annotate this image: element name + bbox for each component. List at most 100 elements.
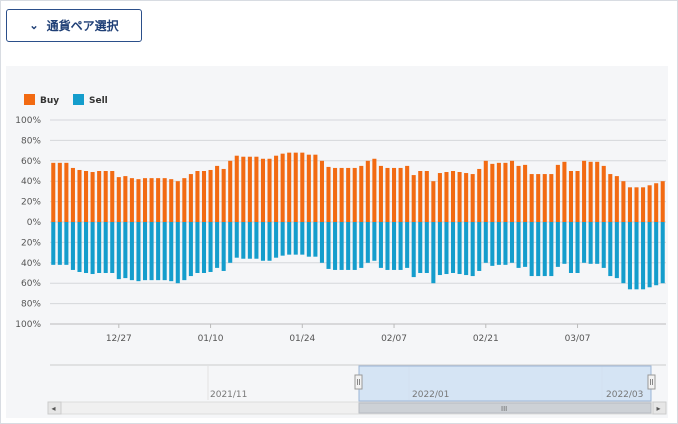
bar-sell[interactable]	[490, 222, 495, 266]
bar-sell[interactable]	[333, 222, 338, 270]
bar-buy[interactable]	[457, 172, 462, 222]
bar-sell[interactable]	[352, 222, 357, 270]
bar-buy[interactable]	[149, 178, 154, 222]
bar-sell[interactable]	[424, 222, 429, 273]
currency-pair-select-button[interactable]: ⌄ 通貨ペア選択	[6, 9, 142, 42]
bar-sell[interactable]	[116, 222, 121, 280]
bar-buy[interactable]	[221, 168, 226, 222]
bar-buy[interactable]	[156, 178, 161, 222]
bar-sell[interactable]	[392, 222, 397, 270]
bar-buy[interactable]	[346, 167, 351, 222]
bar-sell[interactable]	[359, 222, 364, 268]
bar-buy[interactable]	[103, 171, 108, 222]
bar-buy[interactable]	[614, 176, 619, 222]
bar-sell[interactable]	[477, 222, 482, 271]
bar-sell[interactable]	[372, 222, 377, 261]
navigator-handle-right[interactable]	[647, 374, 656, 390]
bar-buy[interactable]	[405, 165, 410, 222]
bar-sell[interactable]	[437, 222, 442, 276]
bar-sell[interactable]	[582, 222, 587, 263]
bar-sell[interactable]	[221, 222, 226, 271]
bar-sell[interactable]	[542, 222, 547, 277]
bar-buy[interactable]	[110, 171, 115, 222]
bar-sell[interactable]	[169, 222, 174, 282]
bar-sell[interactable]	[588, 222, 593, 264]
bar-buy[interactable]	[411, 175, 416, 222]
bar-buy[interactable]	[313, 154, 318, 222]
bar-buy[interactable]	[84, 171, 89, 222]
bar-buy[interactable]	[306, 154, 311, 222]
bar-sell[interactable]	[549, 222, 554, 277]
bar-sell[interactable]	[123, 222, 128, 279]
bar-buy[interactable]	[568, 171, 574, 222]
bar-buy[interactable]	[523, 164, 528, 222]
bar-sell[interactable]	[57, 222, 62, 265]
bar-sell[interactable]	[162, 222, 167, 281]
bar-sell[interactable]	[51, 222, 56, 265]
bar-buy[interactable]	[352, 167, 357, 222]
bar-buy[interactable]	[169, 179, 174, 222]
bar-buy[interactable]	[627, 187, 632, 222]
navigator-selection[interactable]	[358, 365, 652, 402]
bar-buy[interactable]	[641, 187, 646, 222]
bar-sell[interactable]	[660, 222, 665, 284]
bar-buy[interactable]	[215, 165, 220, 222]
bar-buy[interactable]	[398, 167, 403, 222]
bar-buy[interactable]	[267, 158, 272, 222]
bar-sell[interactable]	[444, 222, 449, 275]
bar-sell[interactable]	[201, 222, 207, 273]
bar-buy[interactable]	[319, 160, 324, 222]
bar-buy[interactable]	[509, 160, 515, 222]
bar-buy[interactable]	[182, 178, 187, 222]
bar-sell[interactable]	[64, 222, 69, 265]
bar-sell[interactable]	[365, 222, 370, 263]
bar-sell[interactable]	[378, 222, 383, 268]
bar-sell[interactable]	[464, 222, 469, 276]
bar-sell[interactable]	[457, 222, 462, 275]
bar-sell[interactable]	[647, 222, 652, 288]
bar-sell[interactable]	[129, 222, 134, 281]
bar-buy[interactable]	[582, 160, 587, 222]
bar-sell[interactable]	[313, 222, 318, 257]
bar-sell[interactable]	[601, 222, 606, 268]
bar-sell[interactable]	[241, 222, 246, 259]
bar-buy[interactable]	[529, 174, 534, 222]
bar-sell[interactable]	[614, 222, 619, 279]
bar-sell[interactable]	[254, 222, 259, 259]
bar-buy[interactable]	[437, 173, 442, 222]
bar-sell[interactable]	[90, 222, 95, 275]
bar-buy[interactable]	[608, 174, 613, 222]
bar-buy[interactable]	[503, 162, 508, 222]
bar-sell[interactable]	[287, 222, 292, 255]
bar-buy[interactable]	[333, 167, 338, 222]
bar-buy[interactable]	[162, 178, 167, 222]
scrollbar[interactable]: ◂ III ▸	[47, 401, 667, 415]
bar-buy[interactable]	[392, 167, 397, 222]
bar-sell[interactable]	[97, 222, 102, 273]
bar-buy[interactable]	[372, 158, 377, 222]
bar-buy[interactable]	[444, 172, 449, 222]
bar-buy[interactable]	[293, 152, 298, 222]
bar-sell[interactable]	[293, 222, 298, 255]
bar-sell[interactable]	[142, 222, 148, 281]
bar-sell[interactable]	[188, 222, 193, 277]
bar-buy[interactable]	[385, 167, 390, 222]
bar-sell[interactable]	[175, 222, 180, 284]
bar-sell[interactable]	[156, 222, 161, 281]
bar-sell[interactable]	[575, 222, 580, 273]
bar-sell[interactable]	[280, 222, 285, 256]
legend-label-buy[interactable]: Buy	[40, 96, 59, 106]
bar-buy[interactable]	[90, 172, 95, 222]
bar-sell[interactable]	[306, 222, 311, 257]
bar-buy[interactable]	[208, 169, 213, 222]
bar-sell[interactable]	[634, 222, 639, 290]
bar-buy[interactable]	[660, 181, 665, 222]
bar-buy[interactable]	[188, 174, 193, 222]
bar-sell[interactable]	[418, 222, 423, 273]
bar-buy[interactable]	[654, 183, 659, 222]
bar-buy[interactable]	[116, 177, 121, 222]
bar-sell[interactable]	[300, 222, 305, 255]
bar-buy[interactable]	[254, 156, 259, 222]
bar-sell[interactable]	[483, 222, 488, 263]
bar-buy[interactable]	[450, 171, 456, 222]
